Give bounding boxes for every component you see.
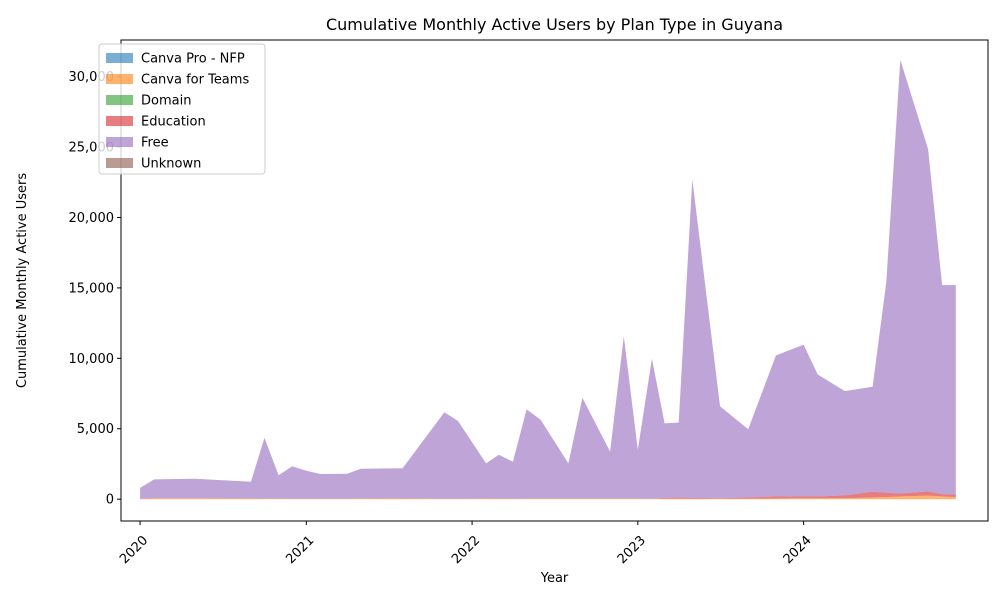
area-canva-for-teams: [140, 495, 956, 500]
x-tick-label: 2023: [615, 533, 649, 567]
legend-swatch-unknown: [106, 158, 133, 168]
area-free: [140, 59, 956, 499]
area-series-group: [140, 59, 956, 500]
legend-label-unknown: Unknown: [141, 157, 201, 172]
legend-label-canva-for-teams: Canva for Teams: [141, 73, 249, 88]
y-tick-label: 15,000: [69, 281, 115, 296]
legend-label-domain: Domain: [141, 94, 191, 109]
y-tick-label: 10,000: [69, 352, 115, 367]
x-axis-ticks: 2020 2021 2022 2023 2024: [117, 521, 815, 567]
plot-frame: [120, 39, 989, 522]
y-tick-label: 5,000: [77, 422, 114, 437]
y-tick-label: 0: [106, 493, 114, 508]
x-tick-label: 2020: [117, 533, 151, 567]
legend-swatch-education: [106, 116, 133, 126]
legend-swatch-free: [106, 137, 133, 147]
y-axis-title: Cumulative Monthly Active Users: [15, 173, 30, 388]
legend-label-education: Education: [141, 115, 206, 130]
x-axis-title: Year: [540, 571, 569, 586]
legend-box: [98, 43, 266, 175]
x-tick-label: 2021: [283, 533, 317, 567]
legend-label-canva-pro-nfp: Canva Pro - NFP: [141, 52, 245, 67]
x-tick-label: 2022: [449, 533, 483, 567]
legend-swatch-canva-for-teams: [106, 74, 133, 84]
y-tick-label: 20,000: [69, 211, 115, 226]
area-education: [140, 491, 956, 499]
legend-swatch-domain: [106, 95, 133, 105]
legend: Canva Pro - NFP Canva for Teams Domain Educ…: [98, 43, 266, 175]
chart-title: Cumulative Monthly Active Users by Plan …: [326, 15, 783, 34]
x-tick-label: 2024: [781, 533, 815, 567]
legend-swatch-canva-pro-nfp: [106, 53, 133, 63]
legend-label-free: Free: [141, 136, 169, 151]
